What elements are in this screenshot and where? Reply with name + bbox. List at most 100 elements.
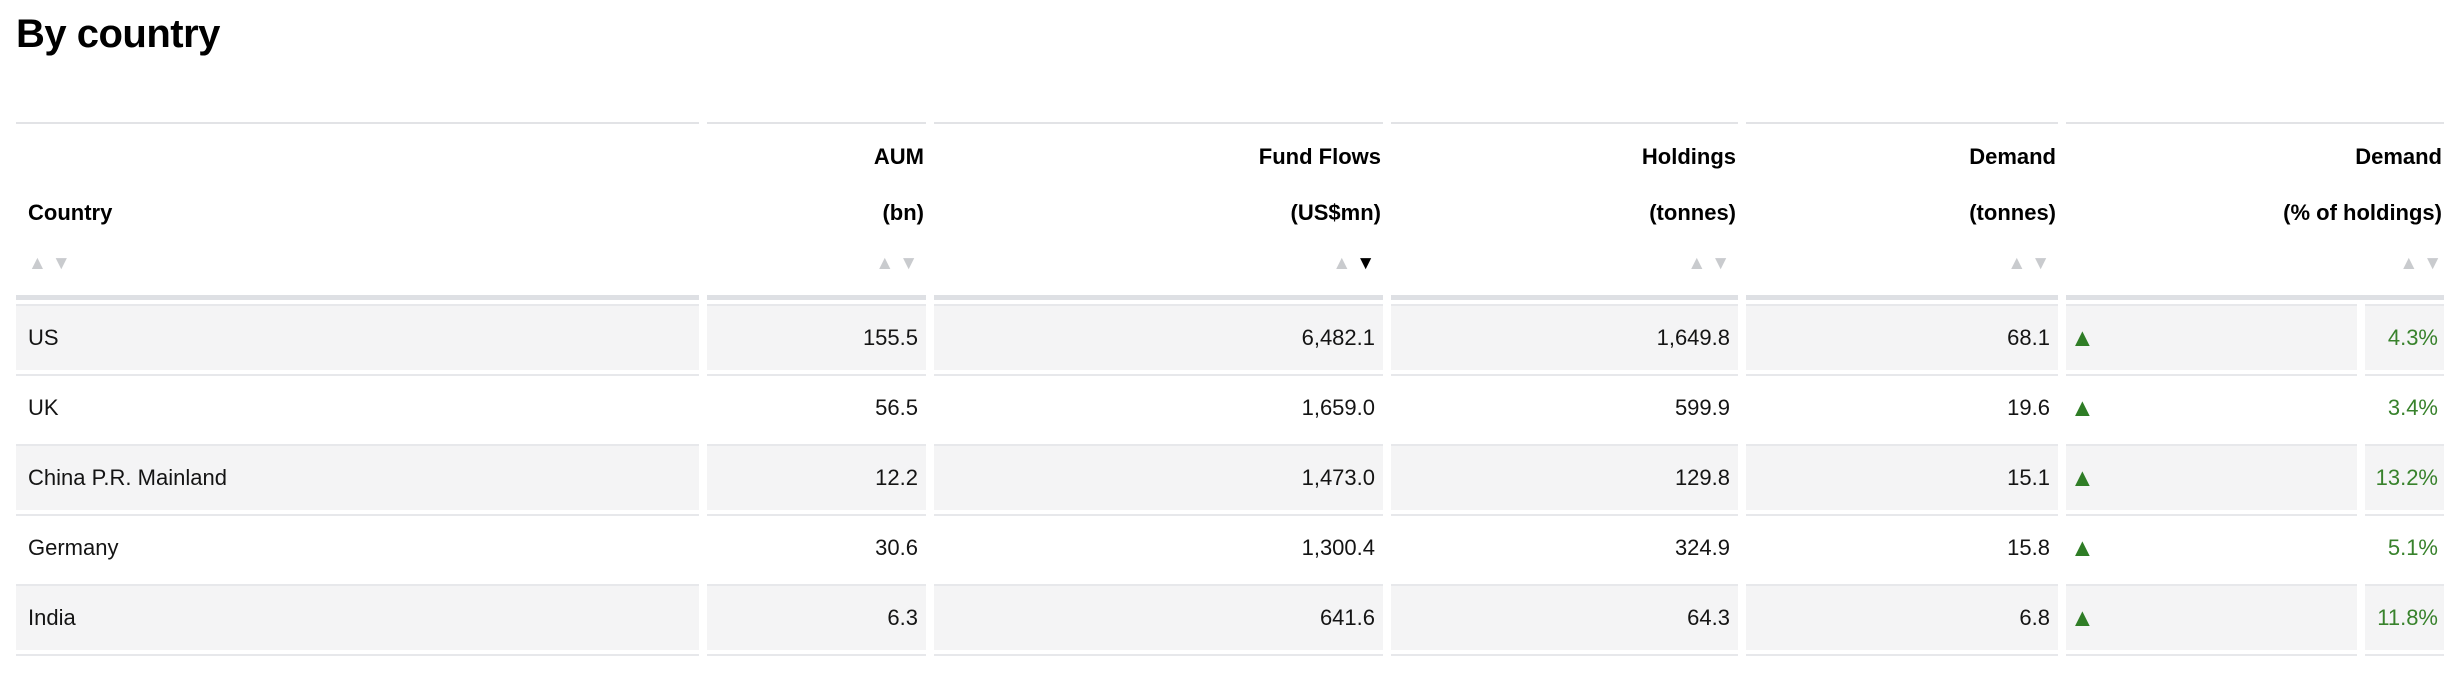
- trend-up-icon: ▲: [2070, 393, 2095, 422]
- divider-segment: [707, 295, 926, 300]
- sort-control-aum[interactable]: ▲ ▼: [707, 252, 926, 276]
- table-header-row: Country AUM (bn) Fund Flows (US$mn) Hold…: [16, 124, 2444, 226]
- column-unit: (tonnes): [1969, 200, 2056, 225]
- cell-demand-pct: 13.2%: [2365, 444, 2444, 510]
- cell-demand-tonnes: [1746, 654, 2058, 674]
- divider-segment: [707, 122, 926, 124]
- cell-demand-tonnes: 15.8: [1746, 514, 2058, 580]
- column-unit: (tonnes): [1649, 200, 1736, 225]
- cell-holdings: 129.8: [1391, 444, 1738, 510]
- sort-control-country[interactable]: ▲ ▼: [16, 252, 699, 276]
- cell-demand-pct: 3.4%: [2365, 374, 2444, 440]
- cell-demand-tonnes: 15.1: [1746, 444, 2058, 510]
- divider-segment: [1391, 122, 1738, 124]
- divider-segment: [1746, 122, 2058, 124]
- cell-aum: 155.5: [707, 304, 926, 370]
- cell-trend: ▲: [2066, 514, 2357, 580]
- table-body: US 155.5 6,482.1 1,649.8 68.1 ▲ 4.3% UK …: [16, 304, 2444, 674]
- sort-control-demand-tonnes[interactable]: ▲ ▼: [1746, 252, 2058, 276]
- cell-country: India: [16, 584, 699, 650]
- sort-desc-icon[interactable]: ▼: [1711, 253, 1730, 274]
- column-unit: (US$mn): [1290, 200, 1381, 225]
- cell-country: US: [16, 304, 699, 370]
- sort-asc-icon[interactable]: ▲: [28, 253, 47, 274]
- column-unit: (bn): [882, 200, 924, 225]
- column-header-country[interactable]: Country: [16, 124, 699, 226]
- cell-holdings: 1,649.8: [1391, 304, 1738, 370]
- cell-country: China P.R. Mainland: [16, 444, 699, 510]
- trend-up-icon: ▲: [2070, 533, 2095, 562]
- divider-segment: [934, 122, 1383, 124]
- column-unit: (% of holdings): [2283, 200, 2442, 225]
- header-top-border: [16, 122, 2444, 124]
- cell-country: UK: [16, 374, 699, 440]
- column-header-demand-tonnes[interactable]: Demand (tonnes): [1746, 124, 2058, 226]
- header-body-divider: [16, 295, 2444, 300]
- cell-country: Germany: [16, 514, 699, 580]
- cell-fund-flows: 1,300.4: [934, 514, 1383, 580]
- cell-aum: [707, 654, 926, 674]
- by-country-table: Country AUM (bn) Fund Flows (US$mn) Hold…: [16, 122, 2444, 674]
- cell-demand-pct: 5.1%: [2365, 514, 2444, 580]
- table-row-india: India 6.3 641.6 64.3 6.8 ▲ 11.8%: [16, 584, 2444, 650]
- sort-desc-icon[interactable]: ▼: [51, 253, 71, 274]
- sort-control-demand-pct[interactable]: ▲ ▼: [2066, 252, 2444, 276]
- cell-demand-tonnes: 19.6: [1746, 374, 2058, 440]
- divider-segment: [2066, 122, 2444, 124]
- column-label: AUM: [873, 144, 924, 169]
- cell-fund-flows: 1,659.0: [934, 374, 1383, 440]
- cell-demand-tonnes: 68.1: [1746, 304, 2058, 370]
- divider-segment: [16, 295, 699, 300]
- cell-fund-flows: 1,473.0: [934, 444, 1383, 510]
- trend-up-icon: ▲: [2070, 603, 2095, 632]
- sort-control-fund-flows[interactable]: ▲ ▼: [934, 252, 1383, 276]
- divider-segment: [1391, 295, 1738, 300]
- sort-asc-icon[interactable]: ▲: [2399, 253, 2419, 274]
- column-label: Holdings: [1641, 144, 1736, 169]
- sort-desc-icon[interactable]: ▼: [899, 253, 918, 274]
- cell-trend: ▲: [2066, 304, 2357, 370]
- cell-fund-flows: 6,482.1: [934, 304, 1383, 370]
- column-label: Country: [28, 200, 113, 225]
- cell-holdings: 64.3: [1391, 584, 1738, 650]
- column-header-holdings[interactable]: Holdings (tonnes): [1391, 124, 1738, 226]
- sort-asc-icon[interactable]: ▲: [2007, 253, 2027, 274]
- sort-asc-icon[interactable]: ▲: [1332, 253, 1352, 274]
- divider-segment: [2066, 295, 2444, 300]
- column-label: Demand: [2355, 144, 2442, 169]
- cell-fund-flows: [934, 654, 1383, 674]
- cell-country: [16, 654, 699, 674]
- cell-demand-pct: 11.8%: [2365, 584, 2444, 650]
- sort-desc-icon[interactable]: ▼: [2031, 253, 2050, 274]
- sort-desc-icon-active[interactable]: ▼: [1356, 253, 1375, 274]
- sort-controls-row: ▲ ▼ ▲ ▼ ▲ ▼ ▲ ▼ ▲ ▼ ▲ ▼: [16, 252, 2444, 276]
- cell-demand-tonnes: 6.8: [1746, 584, 2058, 650]
- sort-control-holdings[interactable]: ▲ ▼: [1391, 252, 1738, 276]
- divider-segment: [934, 295, 1383, 300]
- cell-aum: 6.3: [707, 584, 926, 650]
- cell-trend: [2066, 654, 2357, 674]
- page-title: By country: [16, 12, 220, 56]
- cell-demand-pct: 4.3%: [2365, 304, 2444, 370]
- column-header-fund-flows[interactable]: Fund Flows (US$mn): [934, 124, 1383, 226]
- cell-holdings: 599.9: [1391, 374, 1738, 440]
- cell-trend: ▲: [2066, 374, 2357, 440]
- table-row-germany: Germany 30.6 1,300.4 324.9 15.8 ▲ 5.1%: [16, 514, 2444, 580]
- column-label: Demand: [1969, 144, 2056, 169]
- sort-desc-icon[interactable]: ▼: [2423, 253, 2442, 274]
- sort-asc-icon[interactable]: ▲: [875, 253, 895, 274]
- cell-trend: ▲: [2066, 584, 2357, 650]
- column-label: Fund Flows: [1258, 144, 1381, 169]
- cell-aum: 12.2: [707, 444, 926, 510]
- cell-aum: 30.6: [707, 514, 926, 580]
- cell-fund-flows: 641.6: [934, 584, 1383, 650]
- table-row-china: China P.R. Mainland 12.2 1,473.0 129.8 1…: [16, 444, 2444, 510]
- sort-asc-icon[interactable]: ▲: [1687, 253, 1707, 274]
- table-row-us: US 155.5 6,482.1 1,649.8 68.1 ▲ 4.3%: [16, 304, 2444, 370]
- table-row-uk: UK 56.5 1,659.0 599.9 19.6 ▲ 3.4%: [16, 374, 2444, 440]
- column-header-demand-pct[interactable]: Demand (% of holdings): [2066, 124, 2444, 226]
- column-header-aum[interactable]: AUM (bn): [707, 124, 926, 226]
- table-row-partial: [16, 654, 2444, 674]
- divider-segment: [1746, 295, 2058, 300]
